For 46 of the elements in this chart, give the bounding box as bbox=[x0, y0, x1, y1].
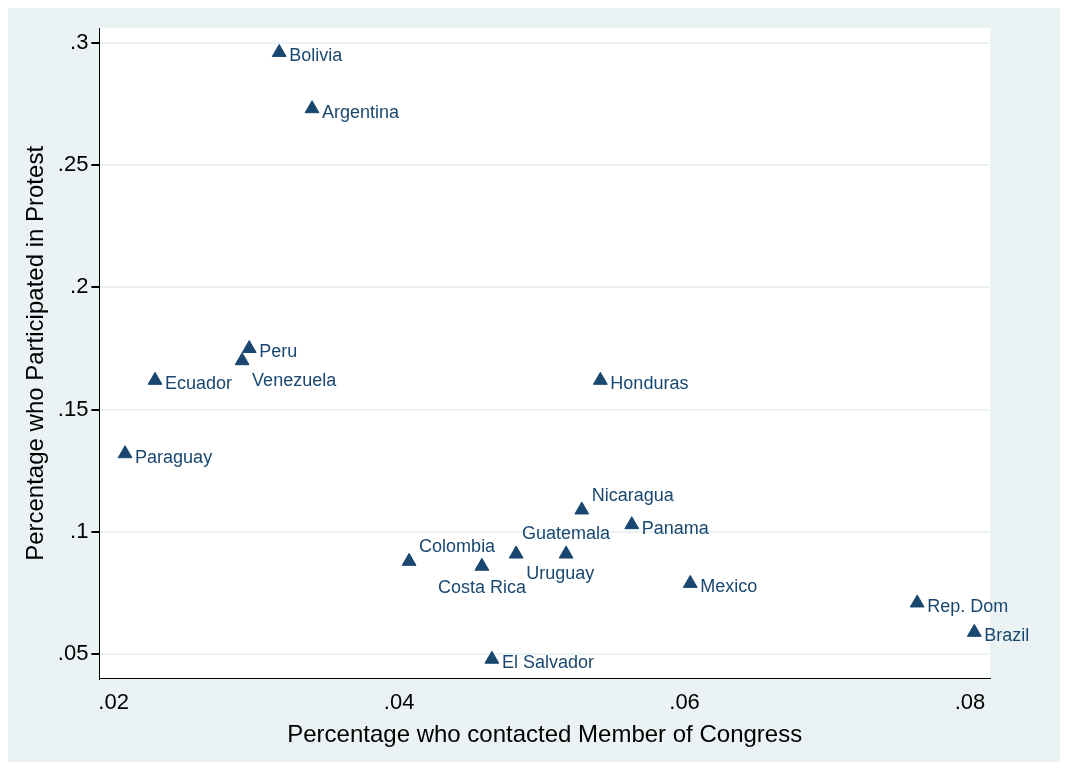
point bbox=[484, 650, 500, 664]
annotation: Ecuador bbox=[165, 373, 233, 394]
point bbox=[271, 43, 287, 57]
annotation: Mexico bbox=[700, 576, 758, 597]
annotation: Brazil bbox=[984, 625, 1030, 646]
y-tick-label: .15 bbox=[57, 395, 89, 421]
point bbox=[592, 371, 608, 385]
x-tick-label: .08 bbox=[954, 689, 986, 715]
x-tick-label: .04 bbox=[383, 689, 415, 715]
annotation: Rep. Dom bbox=[927, 595, 1009, 616]
y-tick-label: .05 bbox=[57, 640, 89, 666]
point bbox=[508, 545, 524, 559]
y-tick-label: .3 bbox=[70, 28, 89, 54]
point bbox=[401, 552, 417, 566]
point bbox=[966, 623, 982, 637]
point bbox=[147, 371, 163, 385]
y-tick-label: .2 bbox=[70, 273, 89, 299]
point bbox=[241, 340, 257, 354]
point bbox=[117, 445, 133, 459]
annotation: Guatemala bbox=[522, 522, 612, 543]
point bbox=[909, 594, 925, 608]
point bbox=[682, 574, 698, 588]
annotation: Panama bbox=[641, 517, 710, 538]
annotation: Argentina bbox=[322, 101, 401, 122]
annotation: Costa Rica bbox=[437, 577, 527, 598]
x-axis-title: Percentage who contacted Member of Congress bbox=[287, 720, 803, 748]
y-axis-title: Percentage who Participated in Protest bbox=[21, 145, 49, 561]
annotation: Colombia bbox=[419, 536, 497, 557]
annotation: Venezuela bbox=[252, 369, 338, 390]
point bbox=[474, 557, 490, 571]
annotation: Peru bbox=[259, 341, 298, 362]
point bbox=[574, 501, 590, 515]
point bbox=[558, 545, 574, 559]
point bbox=[624, 516, 640, 530]
x-tick-label: .02 bbox=[98, 689, 129, 715]
annotation: El Salvador bbox=[501, 652, 594, 673]
annotation: Paraguay bbox=[135, 446, 213, 467]
annotation: Honduras bbox=[610, 373, 689, 394]
annotation: Bolivia bbox=[289, 45, 344, 66]
x-tick-label: .06 bbox=[669, 689, 700, 715]
point bbox=[234, 352, 250, 366]
point bbox=[304, 100, 320, 114]
y-tick-label: .25 bbox=[57, 151, 89, 177]
annotation: Uruguay bbox=[526, 562, 595, 583]
y-tick-label: .1 bbox=[70, 518, 89, 544]
annotation: Nicaragua bbox=[591, 484, 675, 505]
